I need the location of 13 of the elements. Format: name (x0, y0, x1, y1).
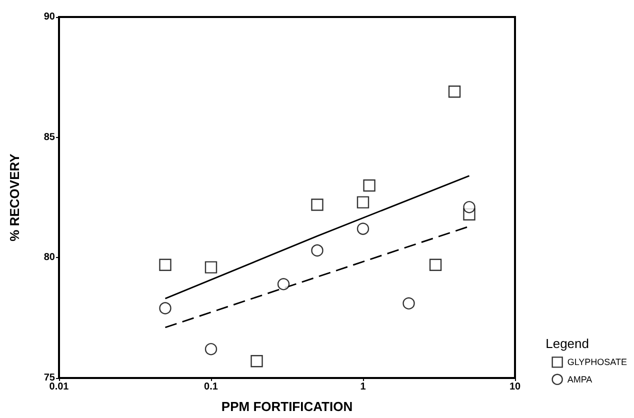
y-tick-label: 80 (44, 252, 56, 264)
y-axis-title: % RECOVERY (7, 153, 22, 242)
x-tick-label: 10 (509, 382, 521, 392)
legend-label: GLYPHOSATE (567, 357, 628, 368)
y-tick-label: 75 (44, 372, 56, 384)
legend-title: Legend (546, 336, 590, 351)
y-tick-label: 85 (44, 132, 56, 143)
x-tick-label: 0.01 (49, 382, 70, 392)
y-tick-label: 90 (44, 12, 56, 22)
x-axis-title: PPM FORTIFICATION (221, 399, 353, 414)
legend-label: AMPA (567, 374, 592, 384)
x-tick-label: 1 (360, 382, 366, 392)
x-tick-label: 0.1 (204, 382, 218, 392)
